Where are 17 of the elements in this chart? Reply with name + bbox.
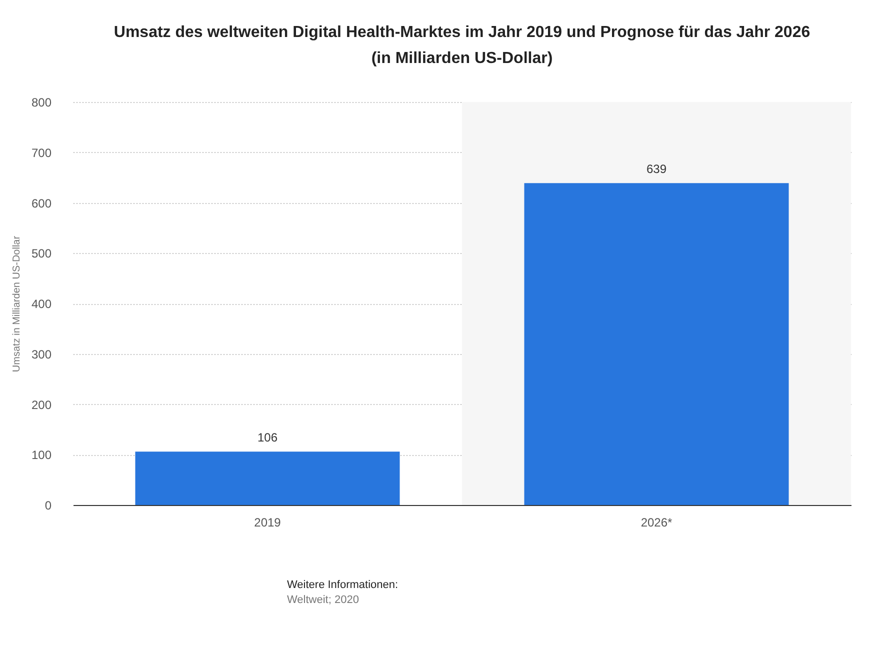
y-tick-label: 500: [31, 246, 52, 261]
y-tick-label: 200: [31, 398, 52, 412]
x-tick-label: 2019: [254, 516, 282, 530]
y-tick-label: 0: [44, 498, 52, 512]
y-axis-title: Umsatz in Milliarden US-Dollar: [11, 235, 22, 372]
y-tick-label: 600: [31, 196, 52, 210]
data-label: 639: [646, 162, 667, 176]
text: Weltweit; 2020: [287, 594, 359, 606]
y-tick-label: 100: [31, 448, 52, 462]
text: Weitere Informationen:: [287, 579, 398, 591]
y-tick-label: 400: [31, 297, 52, 311]
data-label: 106: [257, 430, 278, 445]
y-tick-label: 700: [31, 146, 52, 160]
y-tick-label: 800: [31, 96, 52, 110]
x-tick-label: 2026*: [640, 516, 673, 530]
chart-title: Umsatz des weltweiten Digital Health-Marktes im Jahr 2019 und Prognose für das Jahr 2026 (in Milliarden US-Dollar): [114, 24, 810, 67]
y-tick-label: 300: [31, 347, 52, 362]
